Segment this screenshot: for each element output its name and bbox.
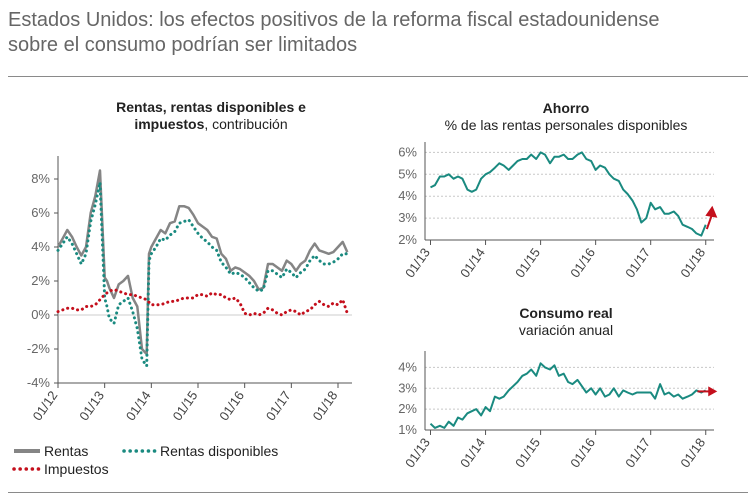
chart1-xtick-label: 01/15 xyxy=(170,388,201,423)
chart3-ytick-label: 3% xyxy=(398,380,417,395)
chart1-xtick-label: 01/13 xyxy=(76,388,107,423)
legend: Rentas Rentas disponibles Impuestos xyxy=(12,443,278,477)
chart1-title-rest: , contribución xyxy=(204,116,287,132)
chart1-xtick-label: 01/16 xyxy=(216,388,247,423)
legend-disponibles-label: Rentas disponibles xyxy=(160,443,278,459)
chart2-ytick-label: 6% xyxy=(398,144,417,159)
chart3-xtick-label: 01/18 xyxy=(677,435,708,470)
legend-impuestos-label: Impuestos xyxy=(44,461,109,477)
chart3-ytick-label: 1% xyxy=(398,422,417,437)
chart3-xtick-label: 01/15 xyxy=(512,435,543,470)
chart1-xtick-label: 01/18 xyxy=(310,388,341,423)
chart3-title: Consumo real xyxy=(519,305,612,321)
chart3-xtick-label: 01/17 xyxy=(622,435,653,470)
chart3-series-consumo-real xyxy=(429,362,707,429)
chart1-title: Rentas, rentas disponibles e xyxy=(116,99,306,115)
chart1-ytick-label: -2% xyxy=(27,341,51,356)
chart2-title: Ahorro xyxy=(543,100,590,116)
chart2-ytick-label: 3% xyxy=(398,210,417,225)
chart3-ytick-label: 4% xyxy=(398,359,417,374)
chart1-xtick-label: 01/17 xyxy=(263,388,294,423)
plot-layer: -4% -2% 0% 2% 4% 6% 8% 01/12 01/13 01/14 01/15 01/1… xyxy=(27,142,718,470)
chart2-ytick-label: 5% xyxy=(398,166,417,181)
chart1-series-rentas xyxy=(56,169,349,356)
chart3-subtitle: variación anual xyxy=(519,322,613,338)
chart1-title-bold2: impuestos xyxy=(134,116,204,132)
chart2-xtick-label: 01/13 xyxy=(402,245,433,280)
bottom-divider xyxy=(8,492,748,493)
chart1-title-line2: impuestos, contribución xyxy=(134,116,287,132)
chart1-ytick-label: 6% xyxy=(31,205,50,220)
chart1-xtick-label: 01/12 xyxy=(30,388,61,423)
chart3-ytick-label: 2% xyxy=(398,401,417,416)
chart1-series-impuestos xyxy=(56,287,349,317)
legend-rentas-label: Rentas xyxy=(44,443,88,459)
chart2-series-ahorro xyxy=(430,151,707,237)
chart1-ytick-label: 0% xyxy=(31,307,50,322)
chart2-subtitle: % de las rentas personales disponibles xyxy=(445,117,688,133)
chart2-xtick-label: 01/16 xyxy=(567,245,598,280)
chart1-ytick-label: 2% xyxy=(31,273,50,288)
chart3-xtick-label: 01/13 xyxy=(402,435,433,470)
chart3-arrow-head xyxy=(708,386,718,397)
title-line-1: Estados Unidos: los efectos positivos de… xyxy=(8,9,660,31)
chart2-ytick-label: 2% xyxy=(398,232,417,247)
title-line-2: sobre el consumo podrían ser limitados xyxy=(8,34,358,56)
chart2-ytick-label: 4% xyxy=(398,188,417,203)
chart2-xtick-label: 01/17 xyxy=(622,245,653,280)
chart1-ytick-label: 8% xyxy=(31,171,50,186)
chart1-xtick-label: 01/14 xyxy=(123,388,154,423)
chart1-ytick-label: 4% xyxy=(31,239,50,254)
chart2-xtick-label: 01/14 xyxy=(457,245,488,280)
chart1-ytick-label: -4% xyxy=(27,375,51,390)
top-divider xyxy=(8,76,748,77)
chart2-xtick-label: 01/18 xyxy=(677,245,708,280)
chart2-xtick-label: 01/15 xyxy=(512,245,543,280)
page-title: Estados Unidos: los efectos positivos de… xyxy=(8,8,748,58)
chart3-xtick-label: 01/16 xyxy=(567,435,598,470)
chart2-arrow-head xyxy=(705,205,718,218)
chart1-series-rentas-disponibles xyxy=(56,182,349,371)
chart3-xtick-label: 01/14 xyxy=(457,435,488,470)
